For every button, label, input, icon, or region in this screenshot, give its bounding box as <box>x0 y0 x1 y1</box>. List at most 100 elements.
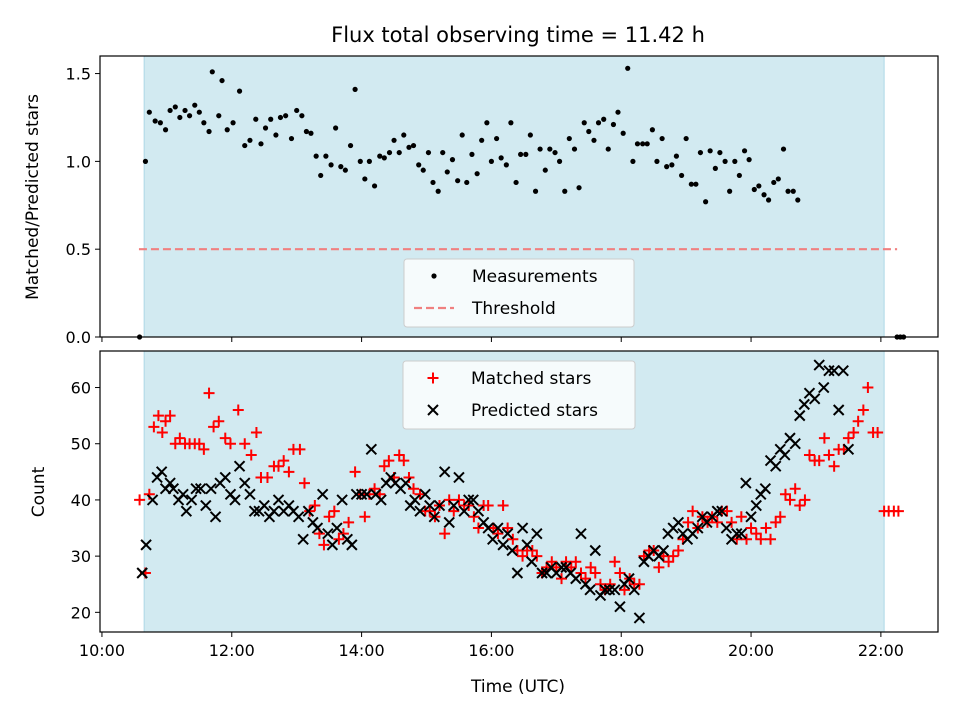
measurement-point <box>644 141 650 147</box>
measurement-point <box>162 127 169 133</box>
measurement-point <box>780 146 787 152</box>
measurement-point <box>669 162 675 168</box>
matched-star-point <box>323 511 335 523</box>
predicted-star-point <box>361 488 373 501</box>
measurement-point <box>182 107 188 114</box>
measurement-point <box>542 167 548 173</box>
measurement-point <box>488 158 495 164</box>
predicted-star-point <box>482 522 494 534</box>
predicted-star-point <box>355 488 368 501</box>
predicted-star-point <box>375 494 387 506</box>
matched-star-point <box>294 443 306 455</box>
measurement-point <box>707 148 713 154</box>
predicted-star-point <box>311 522 324 534</box>
measurement-point <box>377 153 383 159</box>
predicted-star-point <box>209 511 222 523</box>
matched-star-point <box>398 455 410 467</box>
measurement-point <box>283 113 289 119</box>
measurement-point <box>209 69 215 75</box>
measurement-point <box>464 179 470 186</box>
matched-star-point <box>198 443 210 455</box>
matched-star-point <box>687 505 699 517</box>
legend-measurement-marker <box>431 273 437 279</box>
matched-star-point <box>224 438 236 450</box>
matched-star-point <box>774 511 786 523</box>
predicted-star-point <box>657 544 670 557</box>
measurement-point <box>342 167 348 173</box>
predicted-star-point <box>711 505 724 517</box>
measurement-point <box>605 146 611 152</box>
matched-star-point <box>448 505 460 517</box>
measurement-point <box>420 167 426 173</box>
measurement-point <box>224 127 230 133</box>
predicted-star-point <box>190 482 202 495</box>
matched-star-point <box>245 449 257 461</box>
measurement-point <box>430 179 436 186</box>
matched-star-point <box>472 522 484 534</box>
matched-star-point <box>828 460 840 472</box>
measurement-point <box>216 113 222 119</box>
matched-star-point <box>208 421 220 433</box>
matched-star-point <box>789 483 801 495</box>
predicted-star-point <box>614 601 626 613</box>
matched-star-point <box>745 522 757 534</box>
predicted-star-point <box>140 539 152 551</box>
matched-star-point <box>618 584 630 596</box>
x-axis-label: Time (UTC) <box>470 677 565 697</box>
predicted-star-point <box>136 567 148 579</box>
legend-predicted-marker <box>427 404 439 416</box>
predicted-star-point <box>770 460 782 472</box>
measurement-point <box>630 158 636 164</box>
legend-box <box>403 258 635 328</box>
predicted-star-point <box>462 494 475 506</box>
legend-label: Matched stars <box>471 369 591 389</box>
matched-star-point <box>283 466 295 478</box>
predicted-star-point <box>433 499 446 512</box>
matched-star-point <box>614 567 626 579</box>
matched-star-point <box>560 556 572 568</box>
predicted-star-point <box>219 471 231 484</box>
predicted-star-point <box>511 567 524 579</box>
predicted-star-point <box>487 533 499 545</box>
predicted-star-point <box>603 584 616 596</box>
measurement-point <box>459 132 465 138</box>
matched-star-point <box>799 494 811 506</box>
predicted-star-point <box>501 527 514 540</box>
matched-star-point <box>383 455 395 467</box>
matched-star-point <box>424 505 436 517</box>
matched-star-point <box>468 511 480 523</box>
measurement-point <box>693 181 699 187</box>
measurement-point <box>775 176 781 182</box>
predicted-star-point <box>828 364 840 377</box>
matched-star-point <box>278 455 290 467</box>
x-tick-label: 20:00 <box>728 641 774 660</box>
measurement-point <box>303 128 310 135</box>
legend-label: Measurements <box>472 267 598 287</box>
predicted-star-point <box>692 522 704 534</box>
predicted-star-point <box>798 398 810 411</box>
matched-star-point <box>333 533 345 545</box>
measurement-point <box>625 65 631 71</box>
matched-star-point <box>134 494 146 506</box>
ratio-ylabel: Matched/Predicted stars <box>23 94 43 300</box>
predicted-star-point <box>818 381 830 394</box>
matched-star-point <box>852 415 864 427</box>
chart-title: Flux total observing time = 11.42 h <box>331 23 705 47</box>
matched-star-point <box>589 567 601 579</box>
measurement-point <box>371 183 378 189</box>
predicted-star-point <box>759 482 772 495</box>
measurement-point <box>444 169 450 175</box>
matched-star-point <box>892 505 904 517</box>
matched-star-point <box>580 573 592 585</box>
matched-star-point <box>439 528 451 540</box>
legend-matched-marker <box>427 372 439 384</box>
measurement-point <box>167 107 173 114</box>
x-tick-label: 10:00 <box>79 641 125 660</box>
measurement-point <box>756 183 762 189</box>
y-tick-label: 1.5 <box>66 65 91 84</box>
measurement-point <box>352 86 358 92</box>
measurement-point <box>532 188 539 194</box>
measurement-point <box>697 149 704 156</box>
matched-star-point <box>250 426 262 438</box>
measurement-point <box>717 149 723 156</box>
